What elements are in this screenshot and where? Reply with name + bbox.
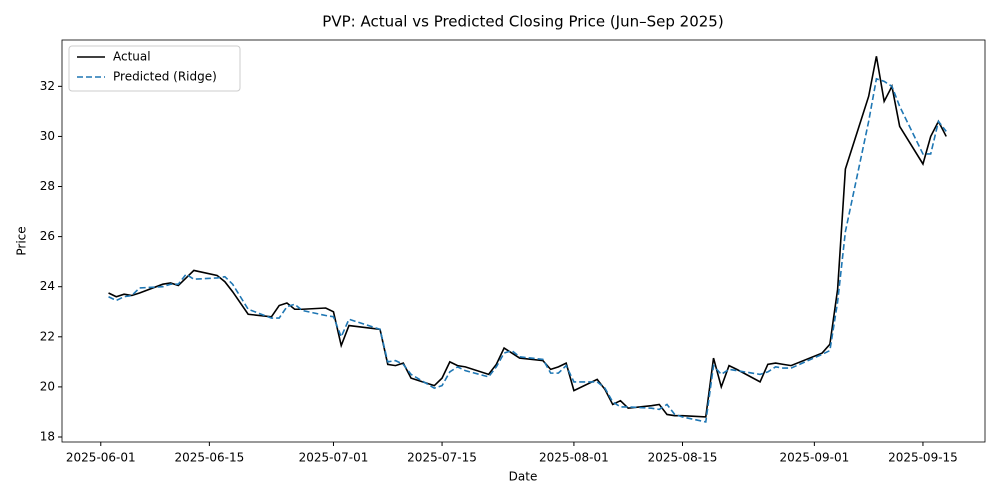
y-axis-label: Price: [15, 226, 29, 255]
y-tick-label: 24: [40, 279, 55, 293]
y-tick-label: 26: [40, 229, 55, 243]
y-tick-label: 18: [40, 429, 55, 443]
y-tick-label: 32: [40, 79, 55, 93]
x-tick-label: 2025-07-01: [299, 451, 369, 465]
x-tick-label: 2025-09-15: [888, 451, 958, 465]
x-tick-label: 2025-07-15: [407, 451, 477, 465]
y-tick-label: 20: [40, 379, 55, 393]
x-tick-label: 2025-09-01: [779, 451, 849, 465]
x-axis-label: Date: [509, 470, 538, 484]
y-tick-label: 28: [40, 179, 55, 193]
x-tick-label: 2025-08-01: [539, 451, 609, 465]
series-line: [108, 77, 947, 423]
x-tick-label: 2025-06-01: [66, 451, 136, 465]
legend-label: Actual: [113, 50, 151, 64]
series-line: [108, 56, 947, 418]
x-tick-label: 2025-08-15: [648, 451, 718, 465]
x-tick-label: 2025-06-15: [174, 451, 244, 465]
legend-box: [68, 45, 241, 92]
y-tick-label: 22: [40, 329, 55, 343]
plot-frame: [61, 39, 986, 443]
legend-label: Predicted (Ridge): [113, 70, 217, 84]
y-tick-label: 30: [40, 129, 55, 143]
chart-title: PVP: Actual vs Predicted Closing Price (…: [322, 13, 723, 31]
